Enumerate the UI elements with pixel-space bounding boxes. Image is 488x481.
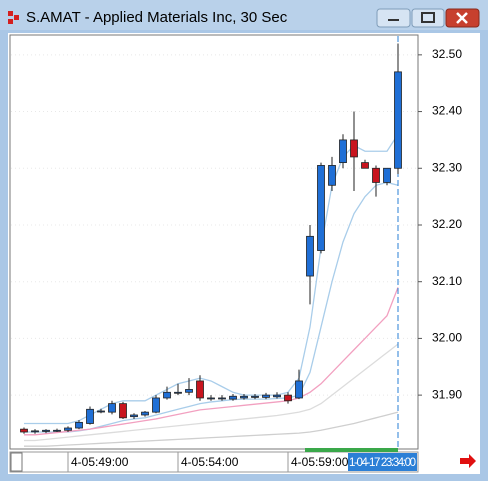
- time-axis: [9, 451, 419, 473]
- candle-body: [207, 397, 215, 400]
- scroll-right-arrow[interactable]: [460, 454, 476, 468]
- candle-body: [75, 421, 83, 429]
- candle-body: [196, 380, 204, 399]
- maximize-button[interactable]: [411, 8, 445, 28]
- app-icon: [8, 11, 19, 24]
- plot-area: [9, 34, 419, 450]
- candle-body: [240, 395, 248, 399]
- cursor-time-box: [348, 453, 417, 471]
- indicator-line: [24, 343, 399, 442]
- candle-body: [97, 410, 105, 413]
- candle-body: [42, 429, 50, 432]
- candle-body: [64, 427, 72, 431]
- candle-body: [53, 429, 61, 432]
- x-tick-label: 4-05:54:00: [181, 455, 239, 469]
- candle-body: [284, 394, 292, 402]
- candle-body: [130, 414, 138, 418]
- y-tick-label: 32.10: [432, 274, 462, 288]
- candle-body: [361, 162, 369, 169]
- candle-body: [317, 165, 325, 251]
- y-tick-label: 32.40: [432, 104, 462, 118]
- candle-body: [31, 430, 39, 433]
- candle-body: [141, 411, 149, 416]
- candle-body: [119, 403, 127, 419]
- session-bar: [305, 448, 398, 452]
- candle-body: [108, 403, 116, 413]
- candle-body: [262, 394, 270, 398]
- candle-body: [328, 165, 336, 186]
- candle-body: [218, 397, 226, 400]
- cursor-time-label: 1-04-17 23:34:00: [349, 457, 416, 469]
- candle-body: [394, 71, 402, 169]
- candle-body: [185, 389, 193, 393]
- candle-body: [273, 394, 281, 398]
- y-tick-label: 32.30: [432, 160, 462, 174]
- candle-body: [306, 235, 314, 277]
- close-icon: [456, 12, 468, 24]
- candle-body: [251, 395, 259, 398]
- candle-body: [86, 408, 94, 424]
- candle-body: [383, 167, 391, 183]
- y-tick-label: 31.90: [432, 387, 462, 401]
- x-tick-label: 4-05:59:00: [291, 455, 349, 469]
- y-tick-label: 32.00: [432, 331, 462, 345]
- indicator-line: [24, 287, 399, 436]
- minimize-icon: [388, 19, 399, 21]
- candle-body: [20, 428, 28, 433]
- candle-body: [163, 391, 171, 399]
- candle-body: [295, 380, 303, 399]
- y-tick-label: 32.20: [432, 217, 462, 231]
- maximize-icon: [421, 12, 435, 23]
- scroll-box[interactable]: [10, 452, 23, 472]
- minimize-button[interactable]: [376, 8, 411, 28]
- indicator-line: [24, 411, 399, 447]
- x-tick-label: 4-05:49:00: [71, 455, 129, 469]
- candle-body: [174, 391, 182, 394]
- candle-body: [229, 395, 237, 400]
- plot-layer: 31.90 32.00 32.10 32.20 32.30 32.40 32.50 4-05:…: [11, 36, 462, 472]
- window-title: S.AMAT - Applied Materials Inc, 30 Sec: [26, 9, 288, 26]
- y-tick-label: 32.50: [432, 47, 462, 61]
- candle-body: [372, 167, 380, 183]
- candle-body: [350, 139, 358, 158]
- candle-body: [152, 397, 160, 413]
- candle-body: [339, 139, 347, 164]
